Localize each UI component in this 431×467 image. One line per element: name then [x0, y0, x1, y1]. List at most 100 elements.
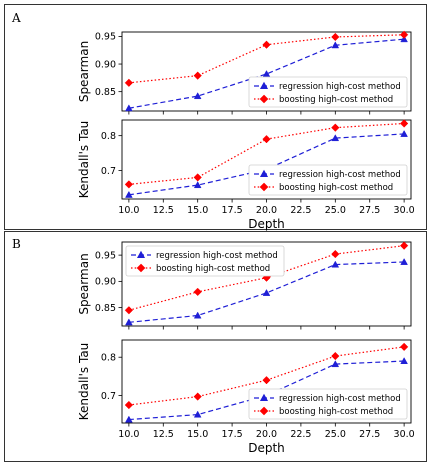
y-tick-label: 0.7 — [101, 391, 116, 402]
x-tick-label: 25.0 — [325, 205, 346, 216]
x-tick-label: 25.0 — [325, 429, 346, 440]
x-tick-label: 20.0 — [256, 205, 277, 216]
chart-3: 10.0 12.5 15.0 17.5 20.0 22.5 25.0 27.5 30.0 0.7 0… — [77, 339, 415, 455]
legend-swatch-marker-0 — [259, 393, 269, 402]
x-tick-label: 10.0 — [118, 205, 139, 216]
series-0-point — [331, 360, 340, 368]
x-tick-label: 30.0 — [394, 205, 415, 216]
chart-2: 0.85 0.90 0.95 Spearman regression high-cost… — [77, 241, 412, 330]
series-0-point — [400, 258, 408, 265]
panel-a-letter: A — [11, 11, 21, 25]
x-tick-label: 15.0 — [187, 429, 208, 440]
legend: regression high-cost method boosting high… — [248, 388, 408, 420]
x-tick-label: 10.0 — [118, 429, 139, 440]
x-tick-label: 12.5 — [153, 205, 174, 216]
series-1-point — [399, 119, 409, 128]
series-1-point — [124, 306, 134, 315]
series-0-point — [262, 70, 271, 77]
x-tick-label: 15.0 — [187, 205, 208, 216]
chart-1: 10.0 12.5 15.0 17.5 20.0 22.5 25.0 27.5 30.0 0.7 0… — [77, 119, 415, 231]
series-0-point — [125, 318, 133, 326]
series-1-point — [193, 71, 202, 80]
x-tick-label: 27.5 — [359, 429, 380, 440]
y-tick-label: 0.85 — [95, 303, 116, 314]
series-1-point — [193, 287, 202, 297]
series-1-point — [124, 400, 134, 410]
series-0-point — [331, 134, 340, 142]
legend-swatch-marker-1 — [259, 182, 269, 192]
y-tick-label: 0.90 — [95, 277, 116, 288]
series-1-point — [399, 30, 409, 39]
series-1-line — [128, 122, 405, 185]
series-1-point — [193, 392, 202, 401]
legend-box — [248, 164, 408, 196]
series-1-point — [193, 173, 202, 182]
y-axis-label: Kendall's Tau — [77, 343, 91, 421]
series-0-point — [331, 260, 340, 268]
charts-layer: 0.85 0.90 0.95 Spearman regression high-cost… — [77, 30, 415, 455]
series-0-point — [193, 410, 202, 418]
series-1-point — [262, 134, 271, 144]
x-tick-label: 22.5 — [290, 429, 311, 440]
series-0-point — [125, 415, 133, 423]
series-1-point — [399, 342, 409, 352]
series-0-point — [125, 104, 133, 112]
y-tick-label: 0.85 — [95, 87, 116, 98]
legend: regression high-cost method boosting high… — [248, 76, 408, 108]
y-axis-label: Spearman — [77, 41, 91, 102]
legend-label-0: regression high-cost method — [279, 394, 401, 404]
panel-b-border — [4, 231, 427, 462]
series-1-point — [262, 376, 271, 385]
x-tick-label: 17.5 — [222, 429, 243, 440]
x-tick-label: 20.0 — [256, 429, 277, 440]
series-0-point — [262, 289, 271, 296]
legend-label-1: boosting high-cost method — [279, 407, 393, 417]
y-tick-label: 0.8 — [101, 353, 116, 364]
y-tick-label: 0.95 — [95, 250, 116, 261]
legend: regression high-cost method boosting high… — [248, 164, 408, 196]
chart-0: 0.85 0.90 0.95 Spearman regression high-cost… — [77, 30, 412, 115]
legend-box — [248, 76, 408, 108]
y-tick-label: 0.95 — [95, 32, 116, 43]
x-tick-label: 22.5 — [290, 205, 311, 216]
series-1-point — [331, 249, 340, 259]
legend: regression high-cost method boosting high… — [125, 245, 285, 277]
legend-label-1: boosting high-cost method — [156, 264, 270, 274]
y-axis-label: Kendall's Tau — [77, 121, 91, 199]
series-0-point — [125, 190, 133, 198]
series-1-point — [262, 273, 271, 282]
legend-label-1: boosting high-cost method — [279, 95, 393, 105]
series-0-point — [331, 41, 340, 49]
legend-label-0: regression high-cost method — [279, 170, 401, 180]
panel-a-border — [4, 4, 427, 230]
legend-box — [248, 388, 408, 420]
series-1-point — [331, 351, 340, 361]
series-0-point — [193, 181, 202, 189]
series-0-point — [193, 311, 202, 319]
series-1-point — [399, 241, 409, 250]
legend-swatch-marker-1 — [259, 406, 269, 416]
series-0-point — [400, 130, 408, 137]
legend-label-0: regression high-cost method — [279, 82, 401, 92]
x-tick-label: 30.0 — [394, 429, 415, 440]
series-1-point — [262, 40, 271, 49]
series-0-point — [400, 357, 408, 365]
x-axis-label: Depth — [248, 217, 285, 231]
x-tick-label: 12.5 — [153, 429, 174, 440]
legend-swatch-marker-0 — [259, 169, 269, 178]
legend-label-1: boosting high-cost method — [279, 183, 393, 193]
y-tick-label: 0.8 — [101, 131, 116, 142]
series-1-point — [124, 78, 134, 87]
legend-box — [125, 245, 285, 277]
x-tick-label: 17.5 — [222, 205, 243, 216]
x-axis-label: Depth — [248, 441, 285, 455]
legend-swatch-marker-1 — [136, 263, 146, 273]
series-1-point — [331, 32, 340, 42]
series-0-point — [193, 92, 202, 100]
series-1-point — [331, 123, 340, 132]
legend-swatch-marker-0 — [136, 250, 146, 259]
panel-b-letter: B — [12, 237, 21, 251]
y-tick-label: 0.7 — [101, 166, 116, 177]
